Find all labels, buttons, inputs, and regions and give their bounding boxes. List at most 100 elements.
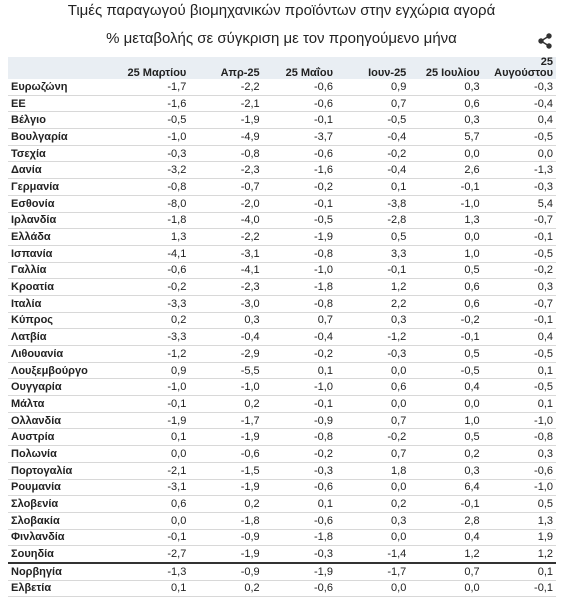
row-label: Σλοβακία: [8, 512, 116, 530]
cell: 0,1: [262, 362, 336, 380]
cell: -0,5: [482, 128, 556, 146]
cell: -1,9: [189, 479, 263, 497]
table-row: Ουγγαρία -1,0 -1,0 -1,0 0,6 0,4 -0,5: [8, 378, 556, 397]
cell: -1,6: [262, 161, 336, 180]
row-label: Βέλγιο: [8, 111, 116, 130]
cell: -0,2: [409, 312, 483, 330]
cell: 0,9: [335, 79, 410, 96]
cell: 0,6: [409, 95, 483, 113]
cell: 0,3: [482, 445, 556, 463]
cell: -1,2: [335, 328, 410, 346]
cell: -1,7: [189, 412, 263, 430]
row-label: Ισπανία: [8, 245, 116, 263]
cell: 0,0: [409, 395, 483, 413]
cell: -1,8: [262, 529, 336, 547]
cell: 0,6: [409, 295, 483, 313]
cell: -0,6: [262, 512, 336, 530]
row-label: Μάλτα: [8, 395, 116, 413]
cell: -0,5: [482, 345, 556, 363]
cell: -0,9: [189, 561, 263, 581]
cell: 0,3: [409, 111, 483, 130]
table-row: Νορβηγία -1,3 -0,9 -1,9 -1,7 0,7 0,1: [8, 561, 556, 581]
cell: 0,3: [482, 278, 556, 296]
table-row: Λατβία -3,3 -0,4 -0,4 -1,2 -0,1 0,4: [8, 328, 556, 346]
cell: 0,6: [409, 278, 483, 296]
cell: -0,6: [262, 79, 336, 96]
cell: 0,5: [409, 428, 483, 447]
cell: 0,7: [335, 445, 410, 463]
cell: -0,5: [482, 245, 556, 263]
cell: 0,1: [482, 362, 556, 380]
cell: 0,3: [409, 462, 483, 480]
cell: -0,4: [262, 328, 336, 346]
row-label: Σουηδία: [8, 545, 116, 564]
cell: -1,5: [189, 462, 263, 480]
cell: -0,1: [482, 312, 556, 330]
cell: -1,2: [116, 345, 190, 363]
row-label: Ιταλία: [8, 295, 116, 313]
cell: 0,0: [335, 395, 410, 413]
cell: 2,2: [335, 295, 410, 313]
row-label: Κύπρος: [8, 312, 116, 330]
cell: -0,4: [335, 161, 410, 180]
table-row: Κροατία -0,2 -2,3 -1,8 1,2 0,6 0,3: [8, 278, 556, 296]
cell: -0,1: [262, 111, 336, 130]
cell: 0,7: [409, 561, 483, 581]
cell: -0,6: [482, 462, 556, 480]
cell: 0,4: [409, 378, 483, 397]
table-row: Λουξεμβούργο 0,9 -5,5 0,1 0,0 -0,5 0,1: [8, 362, 556, 380]
cell: 1,3: [116, 228, 190, 246]
cell: -2,2: [189, 79, 263, 96]
share-icon[interactable]: [537, 33, 553, 49]
title: Τιμές παραγωγού βιομηχανικών προϊόντων σ…: [67, 2, 496, 19]
cell: -0,9: [189, 529, 263, 547]
table-row: Εσθονία -8,0 -2,0 -0,1 -3,8 -1,0 5,4: [8, 195, 556, 213]
cell: -1,9: [262, 561, 336, 581]
cell: 0,2: [189, 580, 263, 598]
cell: -4,0: [189, 212, 263, 230]
cell: -0,5: [335, 111, 410, 130]
cell: 0,2: [189, 395, 263, 413]
cell: -0,1: [409, 328, 483, 346]
cell: -1,8: [262, 278, 336, 296]
cell: -0,1: [262, 395, 336, 413]
cell: 0,4: [482, 111, 556, 130]
cell: -0,2: [335, 428, 410, 447]
row-label: Ρουμανία: [8, 479, 116, 497]
cell: 1,0: [409, 245, 483, 263]
cell: -2,8: [335, 212, 410, 230]
cell: -0,3: [262, 545, 336, 564]
cell: -0,8: [189, 145, 263, 163]
cell: -8,0: [116, 195, 190, 213]
cell: 0,1: [116, 428, 190, 447]
table-row: Πολωνία 0,0 -0,6 -0,2 0,7 0,2 0,3: [8, 445, 556, 463]
row-label: Ευρωζώνη: [8, 79, 116, 96]
row-label: Ελβετία: [8, 580, 116, 598]
cell: -0,8: [482, 428, 556, 447]
row-label: Λατβία: [8, 328, 116, 346]
data-table: 25 Μαρτίου Απρ-25 25 Μαΐου Ιουν-25 25 Ιουλίο…: [8, 57, 556, 598]
cell: 0,0: [482, 145, 556, 163]
cell: -0,3: [482, 79, 556, 96]
cell: -1,3: [482, 161, 556, 180]
row-label: Ουγγαρία: [8, 378, 116, 397]
cell: -3,8: [335, 195, 410, 213]
cell: -1,0: [116, 378, 190, 397]
cell: 0,0: [116, 512, 190, 530]
cell: -0,7: [482, 295, 556, 313]
row-label: Νορβηγία: [8, 561, 116, 581]
cell: -0,1: [482, 580, 556, 598]
cell: -0,1: [116, 529, 190, 547]
table-row: Πορτογαλία -2,1 -1,5 -0,3 1,8 0,3 -0,6: [8, 462, 556, 480]
cell: -1,9: [189, 545, 263, 564]
cell: 0,7: [262, 312, 336, 330]
cell: 5,4: [482, 195, 556, 213]
header-row: 25 Μαρτίου Απρ-25 25 Μαΐου Ιουν-25 25 Ιουλίο…: [8, 57, 556, 79]
table-row: Δανία -3,2 -2,3 -1,6 -0,4 2,6 -1,3: [8, 161, 556, 180]
cell: -1,0: [262, 262, 336, 280]
cell: -1,0: [116, 128, 190, 146]
cell: -0,6: [262, 95, 336, 113]
table-row: Ιρλανδία -1,8 -4,0 -0,5 -2,8 1,3 -0,7: [8, 212, 556, 230]
row-label: Λουξεμβούργο: [8, 362, 116, 380]
row-label: Αυστρία: [8, 428, 116, 447]
